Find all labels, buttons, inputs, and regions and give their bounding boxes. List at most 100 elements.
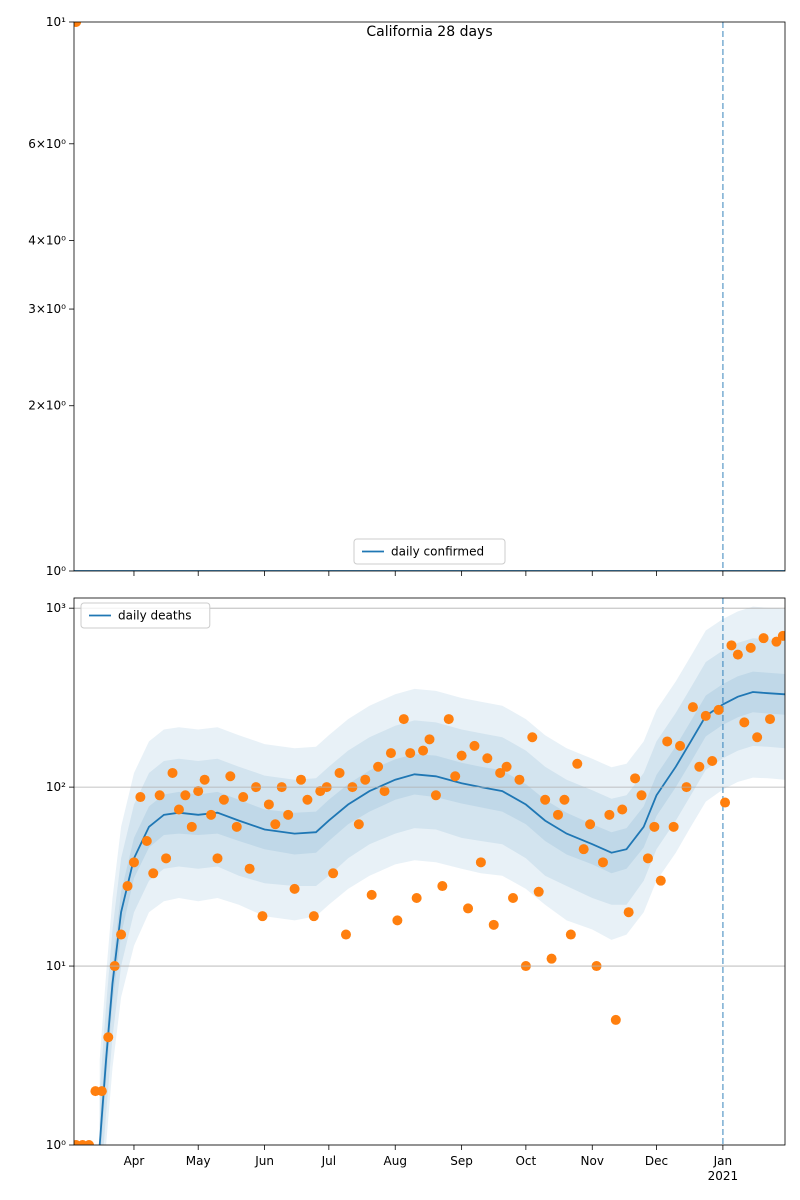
data-point bbox=[161, 853, 172, 864]
y-tick-label: 10³ bbox=[46, 601, 66, 615]
legend-label: daily deaths bbox=[118, 609, 191, 623]
data-point bbox=[270, 819, 281, 830]
data-point bbox=[546, 953, 557, 964]
data-point bbox=[424, 734, 435, 745]
data-point bbox=[225, 771, 236, 782]
data-point bbox=[231, 821, 242, 832]
data-point bbox=[649, 821, 660, 832]
data-point bbox=[385, 748, 396, 759]
data-point bbox=[289, 883, 300, 894]
data-point bbox=[527, 732, 538, 743]
data-point bbox=[411, 893, 422, 904]
data-point bbox=[167, 767, 178, 778]
data-point bbox=[713, 704, 724, 715]
data-point bbox=[212, 853, 223, 864]
data-point bbox=[437, 881, 448, 892]
data-point bbox=[565, 929, 576, 940]
data-point bbox=[771, 636, 782, 647]
plot-area bbox=[74, 598, 785, 1145]
data-point bbox=[739, 717, 750, 728]
plot-area bbox=[74, 22, 785, 571]
data-point bbox=[597, 857, 608, 868]
x-tick-label: Jul bbox=[321, 1154, 336, 1168]
data-point bbox=[180, 790, 191, 801]
data-point bbox=[585, 819, 596, 830]
y-tick-label: 10⁰ bbox=[46, 1138, 66, 1152]
data-point bbox=[732, 649, 743, 660]
x-tick-label: Nov bbox=[581, 1154, 604, 1168]
data-point bbox=[572, 758, 583, 769]
data-point bbox=[475, 857, 486, 868]
data-point bbox=[662, 736, 673, 747]
data-point bbox=[559, 794, 570, 805]
data-point bbox=[154, 790, 165, 801]
legend: daily deaths bbox=[80, 602, 211, 629]
data-point bbox=[720, 797, 731, 808]
legend-box bbox=[353, 538, 506, 565]
data-point bbox=[707, 755, 718, 766]
data-point bbox=[366, 889, 377, 900]
data-point bbox=[218, 794, 229, 805]
data-point bbox=[469, 740, 480, 751]
data-point bbox=[418, 745, 429, 756]
data-point bbox=[630, 773, 641, 784]
x-tick-label: Jan 2021 bbox=[708, 1154, 739, 1183]
y-tick-label: 2×10⁰ bbox=[28, 399, 66, 413]
data-point bbox=[83, 1140, 94, 1145]
data-point bbox=[379, 786, 390, 797]
y-tick-label: 3×10⁰ bbox=[28, 302, 66, 316]
data-point bbox=[173, 804, 184, 815]
data-point bbox=[745, 642, 756, 653]
data-point bbox=[103, 1032, 114, 1043]
legend-label: daily confirmed bbox=[391, 545, 484, 559]
confidence-band bbox=[99, 671, 785, 1145]
data-point bbox=[450, 771, 461, 782]
data-point bbox=[655, 875, 666, 886]
data-point bbox=[540, 794, 551, 805]
data-point bbox=[482, 753, 493, 764]
y-tick-label: 6×10⁰ bbox=[28, 137, 66, 151]
legend-box bbox=[80, 602, 211, 629]
data-point bbox=[122, 881, 133, 892]
x-tick-label: Oct bbox=[515, 1154, 536, 1168]
chart-title: California 28 days bbox=[366, 24, 492, 40]
data-point bbox=[617, 804, 628, 815]
axes-frame bbox=[73, 21, 786, 572]
y-tick-label: 10¹ bbox=[46, 959, 66, 973]
data-point bbox=[488, 919, 499, 930]
data-point bbox=[636, 790, 647, 801]
data-point bbox=[687, 702, 698, 713]
data-point bbox=[257, 911, 268, 922]
data-point bbox=[74, 22, 82, 27]
data-point bbox=[700, 710, 711, 721]
data-point bbox=[128, 857, 139, 868]
x-tick-label: May bbox=[186, 1154, 211, 1168]
data-point bbox=[116, 929, 127, 940]
data-point bbox=[360, 774, 371, 785]
confidence-band bbox=[99, 638, 785, 1145]
data-point bbox=[373, 761, 384, 772]
y-tick-label: 10¹ bbox=[46, 15, 66, 29]
data-point bbox=[398, 714, 409, 725]
data-point bbox=[443, 714, 454, 725]
x-tick-label: Sep bbox=[450, 1154, 473, 1168]
data-point bbox=[777, 630, 785, 641]
y-tick-label: 10² bbox=[46, 780, 66, 794]
x-tick-label: Apr bbox=[124, 1154, 145, 1168]
confidence-band bbox=[99, 606, 785, 1145]
data-point bbox=[334, 767, 345, 778]
data-point bbox=[148, 868, 159, 879]
x-tick-label: Dec bbox=[645, 1154, 668, 1168]
data-point bbox=[430, 790, 441, 801]
data-point bbox=[96, 1086, 107, 1097]
data-point bbox=[392, 915, 403, 926]
data-point bbox=[552, 809, 563, 820]
data-point bbox=[604, 809, 615, 820]
data-point bbox=[675, 740, 686, 751]
data-point bbox=[610, 1014, 621, 1025]
data-point bbox=[302, 794, 313, 805]
data-point bbox=[495, 767, 506, 778]
data-point bbox=[283, 809, 294, 820]
data-point bbox=[141, 835, 152, 846]
